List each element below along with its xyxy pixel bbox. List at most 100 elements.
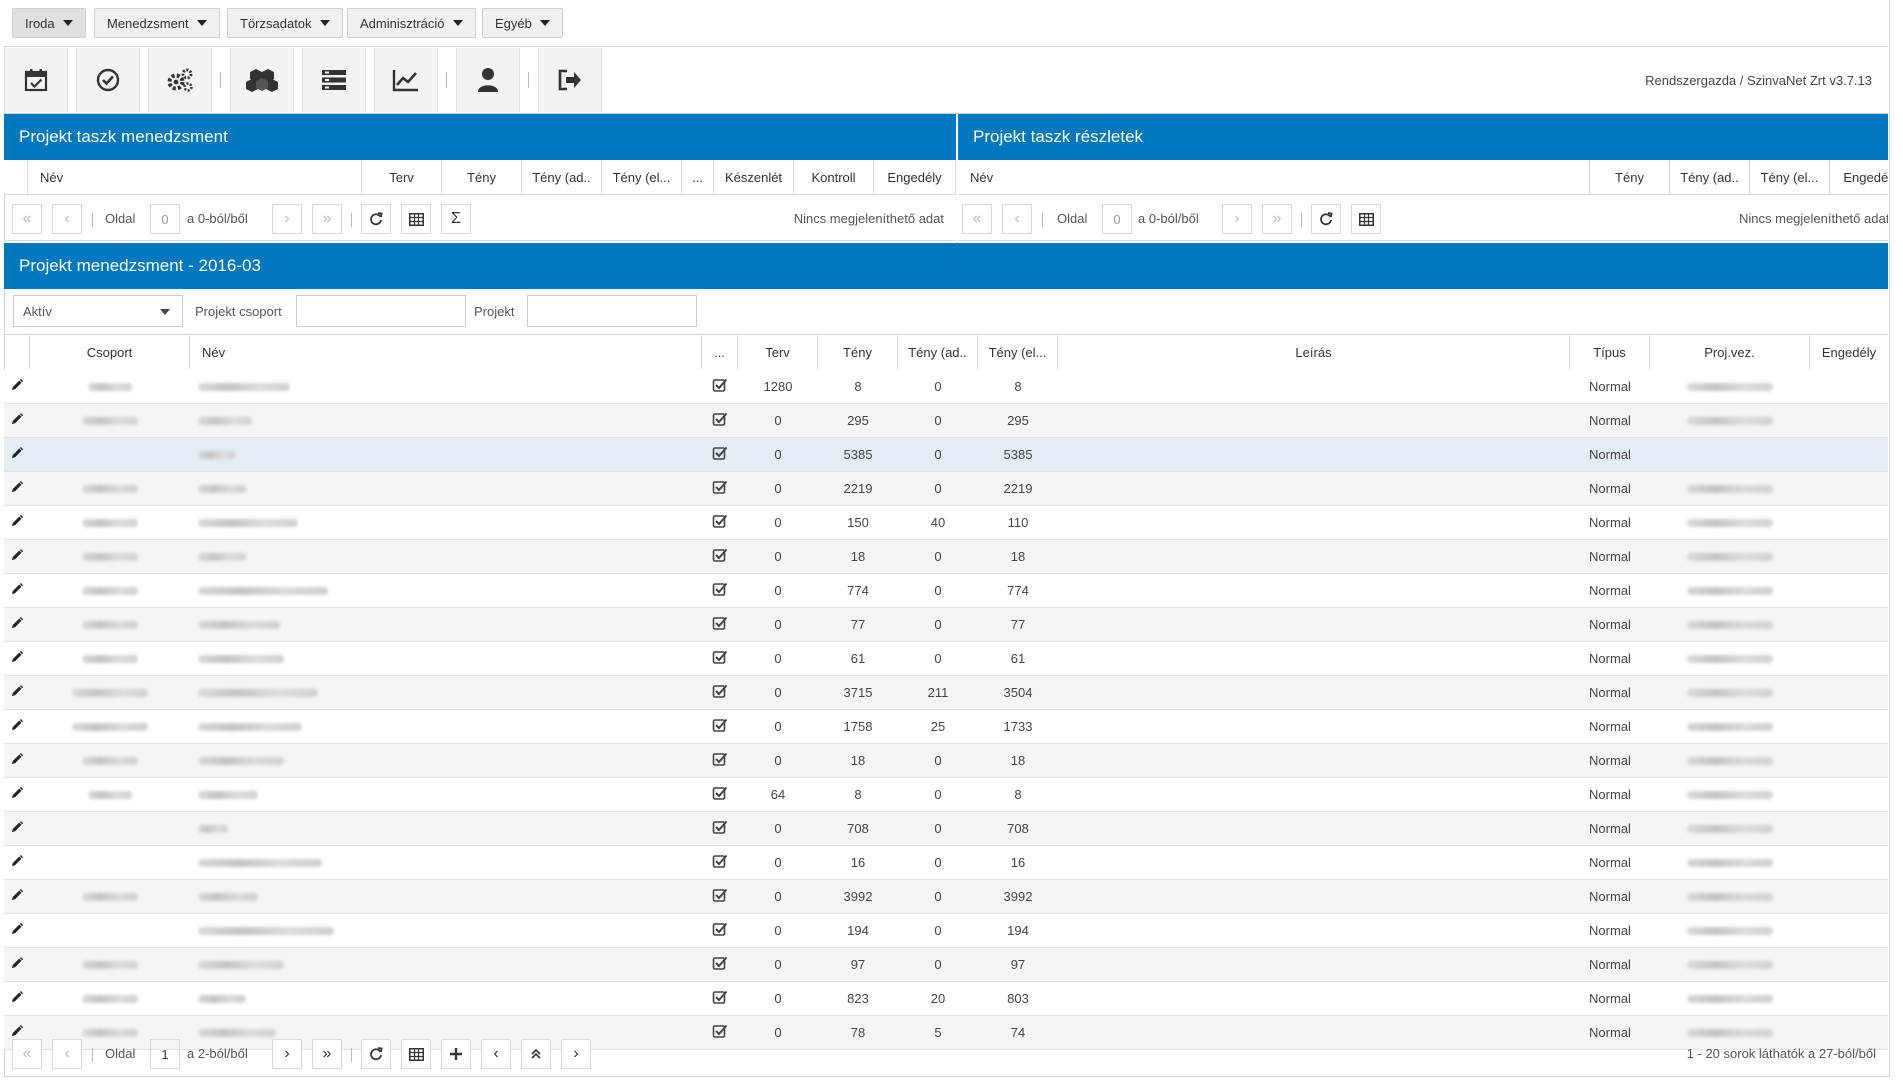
row-checkbox[interactable] xyxy=(702,642,738,675)
table-row[interactable]: 0 708 0 708 Normal xyxy=(4,812,1888,846)
col-header-teny[interactable]: Tény xyxy=(818,335,898,369)
col-header-nev[interactable]: Név xyxy=(958,160,1590,194)
row-checkbox[interactable] xyxy=(702,948,738,981)
col-header-csoport[interactable]: Csoport xyxy=(30,335,190,369)
row-checkbox[interactable] xyxy=(702,1016,738,1049)
list-button[interactable] xyxy=(302,48,366,112)
table-row[interactable]: 0 150 40 110 Normal xyxy=(4,506,1888,540)
settings-button[interactable] xyxy=(148,48,212,112)
page-input[interactable]: 0 xyxy=(150,204,180,234)
status-select[interactable]: Aktív xyxy=(13,295,183,327)
row-checkbox[interactable] xyxy=(702,778,738,811)
columns-button[interactable] xyxy=(1351,204,1381,234)
edit-button[interactable] xyxy=(4,778,30,811)
last-page-button[interactable]: » xyxy=(312,204,342,234)
page-input[interactable]: 1 xyxy=(150,1039,180,1069)
refresh-button[interactable] xyxy=(361,1039,391,1069)
edit-button[interactable] xyxy=(4,914,30,947)
edit-button[interactable] xyxy=(4,574,30,607)
col-header-teny[interactable]: Tény xyxy=(442,160,522,194)
col-header-teny-el[interactable]: Tény (el... xyxy=(1750,160,1830,194)
table-row[interactable]: 0 61 0 61 Normal xyxy=(4,642,1888,676)
prev-page-button[interactable]: ‹ xyxy=(52,204,82,234)
edit-button[interactable] xyxy=(4,1016,30,1049)
row-checkbox[interactable] xyxy=(702,982,738,1015)
table-row[interactable]: 0 18 0 18 Normal xyxy=(4,744,1888,778)
columns-button[interactable] xyxy=(401,1039,431,1069)
logout-button[interactable] xyxy=(538,48,602,112)
col-header-teny-ad[interactable]: Tény (ad.. xyxy=(522,160,602,194)
next-page-button[interactable]: › xyxy=(1222,204,1252,234)
table-row[interactable]: 0 194 0 194 Normal xyxy=(4,914,1888,948)
edit-button[interactable] xyxy=(4,982,30,1015)
tasks-button[interactable] xyxy=(76,48,140,112)
edit-button[interactable] xyxy=(4,642,30,675)
col-header-teny[interactable]: Tény xyxy=(1590,160,1670,194)
modules-button[interactable] xyxy=(230,48,294,112)
edit-button[interactable] xyxy=(4,472,30,505)
table-row[interactable]: 64 8 0 8 Normal xyxy=(4,778,1888,812)
edit-button[interactable] xyxy=(4,506,30,539)
next-page-button[interactable]: › xyxy=(272,204,302,234)
scroll-left-button[interactable]: ‹ xyxy=(481,1039,511,1069)
col-header-more[interactable]: ... xyxy=(682,160,714,194)
col-header-terv[interactable]: Terv xyxy=(362,160,442,194)
scroll-top-button[interactable] xyxy=(521,1039,551,1069)
col-header-nev[interactable]: Név xyxy=(28,160,362,194)
edit-button[interactable] xyxy=(4,880,30,913)
edit-button[interactable] xyxy=(4,676,30,709)
table-row[interactable]: 0 16 0 16 Normal xyxy=(4,846,1888,880)
edit-button[interactable] xyxy=(4,404,30,437)
edit-button[interactable] xyxy=(4,948,30,981)
col-header-engedely[interactable]: Engedély xyxy=(874,160,956,194)
row-checkbox[interactable] xyxy=(702,846,738,879)
col-header-keszenlet[interactable]: Készenlét xyxy=(714,160,794,194)
col-header-teny-el[interactable]: Tény (el... xyxy=(602,160,682,194)
statistics-button[interactable] xyxy=(374,48,438,112)
col-header-engedely[interactable]: Engedély xyxy=(1821,344,1877,360)
row-checkbox[interactable] xyxy=(702,608,738,641)
columns-button[interactable] xyxy=(401,204,431,234)
last-page-button[interactable]: » xyxy=(1262,204,1292,234)
table-row[interactable]: 0 5385 0 5385 Normal xyxy=(4,438,1888,472)
edit-button[interactable] xyxy=(4,812,30,845)
first-page-button[interactable]: « xyxy=(12,204,42,234)
row-checkbox[interactable] xyxy=(702,574,738,607)
col-header-engedely[interactable]: Engedély xyxy=(1830,160,1888,194)
row-checkbox[interactable] xyxy=(702,370,738,403)
project-filter-input[interactable] xyxy=(527,295,697,327)
row-checkbox[interactable] xyxy=(702,506,738,539)
table-row[interactable]: 0 774 0 774 Normal xyxy=(4,574,1888,608)
first-page-button[interactable]: « xyxy=(12,1039,42,1069)
group-filter-input[interactable] xyxy=(296,295,466,327)
col-header-leiras[interactable]: Leírás xyxy=(1058,335,1570,369)
edit-button[interactable] xyxy=(4,370,30,403)
edit-button[interactable] xyxy=(4,608,30,641)
col-header-teny-el[interactable]: Tény (el... xyxy=(978,335,1058,369)
table-row[interactable]: 0 823 20 803 Normal xyxy=(4,982,1888,1016)
edit-button[interactable] xyxy=(4,710,30,743)
col-header-more[interactable]: ... xyxy=(702,335,738,369)
table-row[interactable]: 0 18 0 18 Normal xyxy=(4,540,1888,574)
menu-egyeb[interactable]: Egyéb xyxy=(482,8,563,38)
table-row[interactable]: 0 2219 0 2219 Normal xyxy=(4,472,1888,506)
menu-menedzsment[interactable]: Menedzsment xyxy=(94,8,220,38)
sum-button[interactable]: Σ xyxy=(441,204,471,234)
row-checkbox[interactable] xyxy=(702,710,738,743)
col-header-teny-ad[interactable]: Tény (ad.. xyxy=(1670,160,1750,194)
table-row[interactable]: 0 97 0 97 Normal xyxy=(4,948,1888,982)
menu-iroda[interactable]: Iroda xyxy=(12,8,86,38)
refresh-button[interactable] xyxy=(1311,204,1341,234)
first-page-button[interactable]: « xyxy=(962,204,992,234)
table-row[interactable]: 0 77 0 77 Normal xyxy=(4,608,1888,642)
user-button[interactable] xyxy=(456,48,520,112)
row-checkbox[interactable] xyxy=(702,914,738,947)
menu-torzsadatok[interactable]: Törzsadatok xyxy=(227,8,343,38)
col-header-nev[interactable]: Név xyxy=(190,335,702,369)
row-checkbox[interactable] xyxy=(702,812,738,845)
scroll-right-button[interactable]: › xyxy=(561,1039,591,1069)
table-row[interactable]: 1280 8 0 8 Normal xyxy=(4,370,1888,404)
table-row[interactable]: 0 3992 0 3992 Normal xyxy=(4,880,1888,914)
calendar-button[interactable] xyxy=(4,48,68,112)
row-checkbox[interactable] xyxy=(702,472,738,505)
